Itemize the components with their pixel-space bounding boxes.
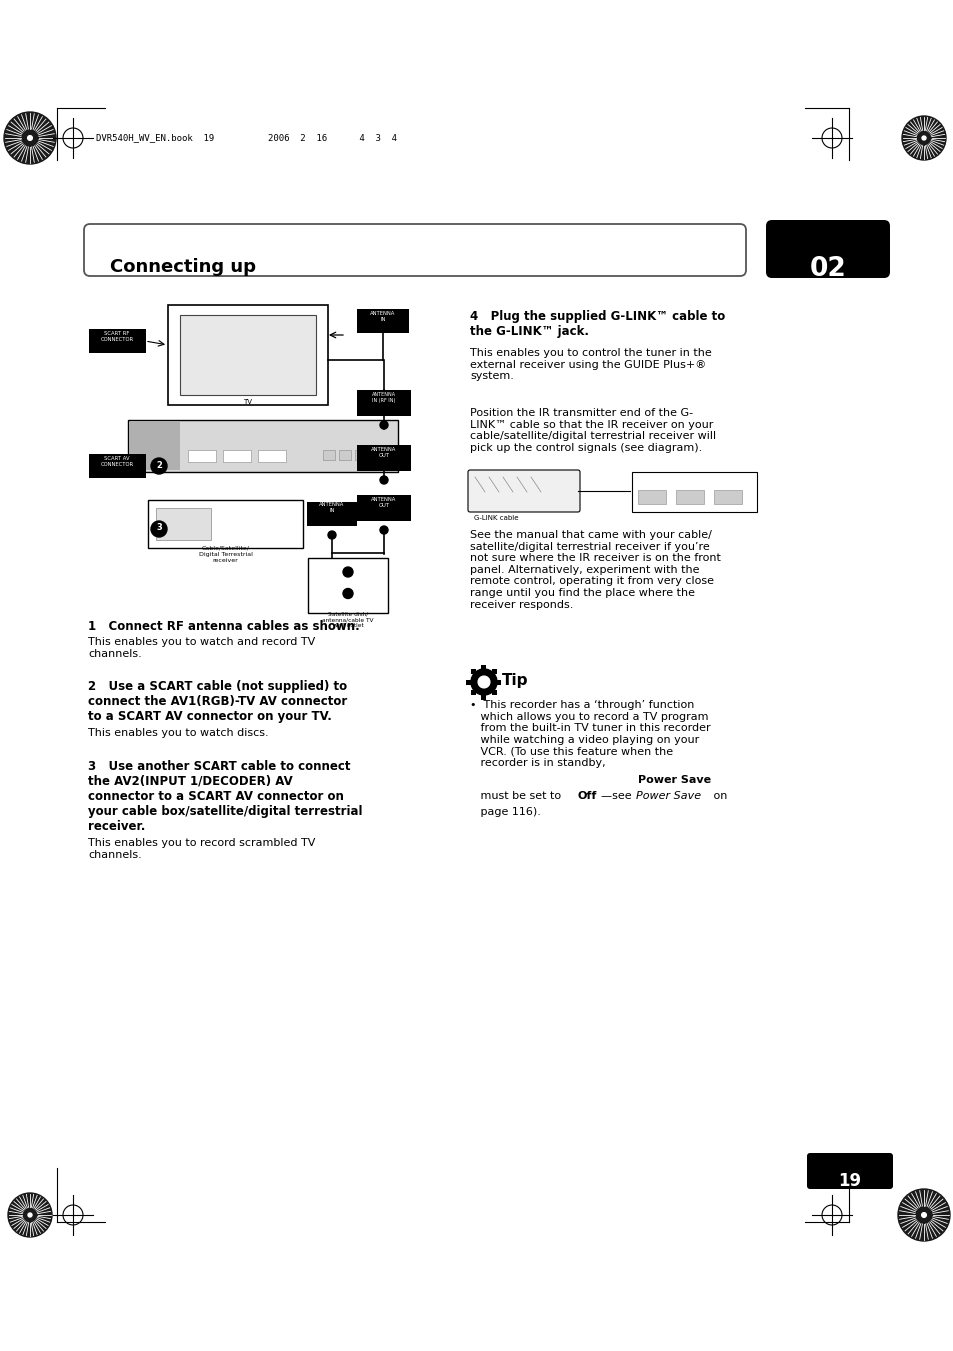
Bar <box>257 450 286 462</box>
Text: This enables you to watch and record TV
channels.: This enables you to watch and record TV … <box>88 638 314 658</box>
Bar <box>355 450 367 459</box>
Text: 4   Plug the supplied G-LINK™ cable to
the G-LINK™ jack.: 4 Plug the supplied G-LINK™ cable to the… <box>470 309 724 338</box>
Bar <box>676 490 703 504</box>
Circle shape <box>343 589 353 598</box>
Text: TV: TV <box>243 399 253 405</box>
FancyBboxPatch shape <box>356 444 411 471</box>
Text: This enables you to watch discs.: This enables you to watch discs. <box>88 728 269 738</box>
Text: This enables you to record scrambled TV
channels.: This enables you to record scrambled TV … <box>88 838 315 859</box>
Bar <box>496 680 501 685</box>
Circle shape <box>28 1213 32 1217</box>
Text: Cable/Satellite/
Digital Terrestrial
receiver: Cable/Satellite/ Digital Terrestrial rec… <box>198 546 253 563</box>
Bar <box>130 422 180 470</box>
Bar <box>631 471 757 512</box>
Text: ANTENNA
IN: ANTENNA IN <box>370 311 395 322</box>
Circle shape <box>8 1193 52 1238</box>
Bar <box>323 450 335 459</box>
Text: ANTENNA
OUT: ANTENNA OUT <box>371 447 396 458</box>
Bar <box>128 420 397 471</box>
Circle shape <box>379 526 388 534</box>
Circle shape <box>343 567 353 577</box>
Bar <box>481 694 486 700</box>
Bar <box>481 665 486 670</box>
FancyBboxPatch shape <box>356 309 409 332</box>
FancyBboxPatch shape <box>356 390 411 416</box>
Bar <box>471 690 476 696</box>
Text: page 116).: page 116). <box>470 807 540 817</box>
Text: 3   Use another SCART cable to connect
the AV2(INPUT 1/DECODER) AV
connector to : 3 Use another SCART cable to connect the… <box>88 761 362 834</box>
Text: See the manual that came with your cable/
satellite/digital terrestrial receiver: See the manual that came with your cable… <box>470 530 720 609</box>
Circle shape <box>379 422 388 430</box>
Circle shape <box>26 134 34 143</box>
Circle shape <box>28 135 32 141</box>
Circle shape <box>151 458 167 474</box>
Circle shape <box>26 1210 34 1219</box>
Text: Satellite dish/
antenna/cable TV
wall outlet: Satellite dish/ antenna/cable TV wall ou… <box>322 611 374 628</box>
Text: 02: 02 <box>809 255 845 282</box>
FancyBboxPatch shape <box>307 503 356 526</box>
Text: This enables you to control the tuner in the
external receiver using the GUIDE P: This enables you to control the tuner in… <box>470 349 711 381</box>
Bar <box>223 450 251 462</box>
Text: 3: 3 <box>156 523 162 532</box>
Text: ANTENNA
OUT: ANTENNA OUT <box>371 497 396 508</box>
Circle shape <box>4 112 56 163</box>
Circle shape <box>328 531 335 539</box>
Circle shape <box>921 1213 925 1217</box>
Text: Connecting up: Connecting up <box>110 258 255 276</box>
FancyBboxPatch shape <box>89 330 146 353</box>
Text: Off: Off <box>578 790 597 801</box>
Circle shape <box>901 116 945 159</box>
Text: Tip: Tip <box>501 673 528 688</box>
Bar <box>148 500 303 549</box>
Bar <box>338 450 351 459</box>
Text: 2: 2 <box>156 461 162 470</box>
Bar <box>188 450 215 462</box>
Text: Power Save: Power Save <box>636 790 700 801</box>
Circle shape <box>921 136 925 141</box>
Bar <box>180 315 315 394</box>
Text: DVR540H_WV_EN.book  19          2006  2  16      4  3  4: DVR540H_WV_EN.book 19 2006 2 16 4 3 4 <box>96 132 396 142</box>
Circle shape <box>151 521 167 536</box>
Bar <box>492 669 497 674</box>
Text: 2   Use a SCART cable (not supplied) to
connect the AV1(RGB)-TV AV connector
to : 2 Use a SCART cable (not supplied) to co… <box>88 680 347 723</box>
FancyBboxPatch shape <box>84 224 745 276</box>
FancyBboxPatch shape <box>806 1152 892 1189</box>
Text: ANTENNA
IN (RF IN): ANTENNA IN (RF IN) <box>372 392 395 403</box>
Text: Power Save: Power Save <box>638 775 710 785</box>
FancyBboxPatch shape <box>765 220 889 278</box>
Circle shape <box>919 134 927 142</box>
Text: —see: —see <box>600 790 635 801</box>
Text: Position the IR transmitter end of the G-
LINK™ cable so that the IR receiver on: Position the IR transmitter end of the G… <box>470 408 716 453</box>
Text: G-LINK cable: G-LINK cable <box>474 515 518 521</box>
Circle shape <box>379 476 388 484</box>
Bar <box>466 680 471 685</box>
Text: SCART RF
CONNECTOR: SCART RF CONNECTOR <box>100 331 133 342</box>
Text: En: En <box>842 1158 856 1169</box>
FancyBboxPatch shape <box>356 494 411 521</box>
Bar <box>308 558 388 613</box>
Text: •  This recorder has a ‘through’ function
   which allows you to record a TV pro: • This recorder has a ‘through’ function… <box>470 700 710 767</box>
Bar <box>492 690 497 696</box>
Text: on: on <box>709 790 726 801</box>
Circle shape <box>897 1189 949 1242</box>
Circle shape <box>477 676 489 688</box>
Bar <box>713 490 741 504</box>
Bar <box>638 490 665 504</box>
Text: must be set to: must be set to <box>470 790 564 801</box>
Bar <box>471 669 476 674</box>
FancyBboxPatch shape <box>468 470 579 512</box>
Bar <box>371 450 382 459</box>
FancyBboxPatch shape <box>89 454 146 478</box>
Text: SCART AV
CONNECTOR: SCART AV CONNECTOR <box>100 457 133 467</box>
Bar <box>168 305 328 405</box>
Bar <box>156 508 211 540</box>
Text: 1   Connect RF antenna cables as shown.: 1 Connect RF antenna cables as shown. <box>88 620 359 634</box>
Circle shape <box>471 669 497 694</box>
Circle shape <box>919 1210 927 1220</box>
Text: ANTENNA
IN: ANTENNA IN <box>319 503 344 513</box>
Text: 19: 19 <box>838 1173 861 1190</box>
